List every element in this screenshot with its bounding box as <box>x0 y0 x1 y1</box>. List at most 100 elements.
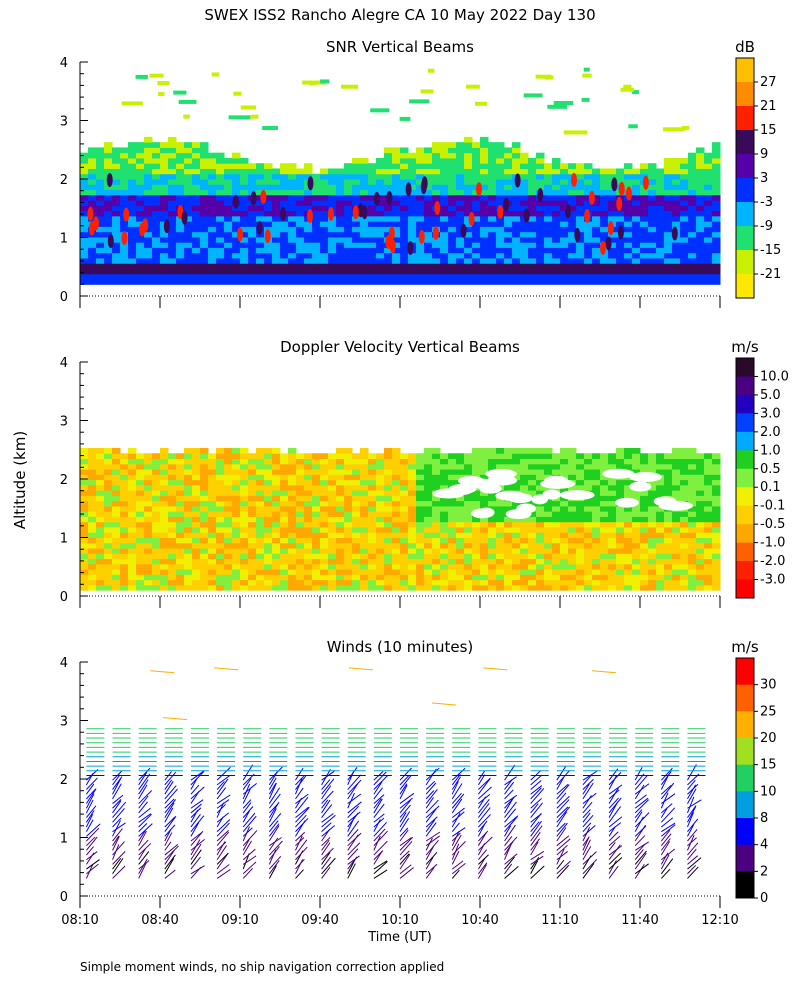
snr-cell <box>368 252 377 259</box>
velocity-cell <box>312 490 321 496</box>
velocity-cell <box>632 532 641 538</box>
velocity-cell <box>288 542 297 549</box>
velocity-cell <box>664 458 673 465</box>
velocity-cell <box>168 558 177 565</box>
snr-cell <box>544 184 553 191</box>
velocity-cell <box>80 574 89 581</box>
snr-cell <box>88 263 97 270</box>
velocity-cell <box>408 505 417 512</box>
snr-cell <box>120 247 129 254</box>
snr-cell <box>592 189 601 196</box>
velocity-cell <box>592 526 601 533</box>
wind-barb <box>138 779 149 795</box>
snr-cell <box>664 210 673 217</box>
velocity-cell <box>688 474 697 481</box>
velocity-cell <box>216 479 225 486</box>
colorbar-swatch <box>736 394 754 414</box>
velocity-cell <box>432 526 441 533</box>
velocity-cell <box>416 574 425 581</box>
snr-cell <box>528 247 537 254</box>
snr-cell <box>592 231 601 238</box>
snr-peak <box>87 206 94 221</box>
snr-cell <box>568 163 577 169</box>
velocity-cell <box>488 553 497 560</box>
velocity-cell <box>384 463 393 470</box>
wind-barb <box>216 853 229 870</box>
wind-barb <box>556 838 571 851</box>
wind-barb <box>373 840 388 856</box>
snr-cell <box>120 152 129 159</box>
snr-cell <box>576 236 585 243</box>
velocity-cell <box>528 569 537 575</box>
wind-barb <box>373 817 385 828</box>
wind-barb <box>190 786 205 800</box>
velocity-cell <box>416 569 425 575</box>
snr-cell <box>184 142 193 148</box>
velocity-cell <box>608 553 617 560</box>
snr-cell <box>216 221 225 227</box>
snr-cell <box>440 221 449 227</box>
velocity-cell <box>152 474 161 481</box>
snr-cell <box>384 231 393 238</box>
velocity-cell <box>616 490 625 496</box>
colorbar-frame <box>735 357 755 599</box>
velocity-cell <box>480 521 489 528</box>
wind-barb <box>295 814 307 828</box>
velocity-cell <box>80 495 89 502</box>
snr-cell <box>288 257 297 264</box>
velocity-cell <box>560 526 569 533</box>
snr-cell <box>712 179 721 185</box>
velocity-cell <box>168 495 177 502</box>
snr-cell <box>512 226 521 233</box>
snr-cell <box>344 252 353 259</box>
snr-cell <box>272 242 281 248</box>
snr-cell <box>392 152 401 159</box>
velocity-cell <box>152 579 161 586</box>
velocity-cell <box>136 495 145 502</box>
snr-cell <box>88 200 97 206</box>
velocity-cell <box>528 511 537 517</box>
velocity-cell <box>400 558 409 565</box>
velocity-cell <box>600 584 609 591</box>
snr-cell <box>216 236 225 243</box>
velocity-cell <box>336 484 345 491</box>
velocity-cell <box>192 469 201 475</box>
doppler-colorbar-unit: m/s <box>731 338 759 356</box>
wind-barb <box>556 822 566 833</box>
snr-cell <box>624 257 633 264</box>
velocity-cell <box>120 453 129 460</box>
snr-cell <box>408 257 417 264</box>
snr-cell <box>160 273 169 280</box>
velocity-cell <box>400 526 409 533</box>
velocity-cell <box>696 548 705 554</box>
velocity-cell <box>424 553 433 560</box>
velocity-cell <box>296 584 305 591</box>
snr-cell <box>296 215 305 222</box>
snr-cell <box>176 179 185 185</box>
velocity-cell <box>600 516 609 523</box>
velocity-cell <box>224 463 233 470</box>
snr-peak <box>106 173 113 188</box>
velocity-cell <box>392 579 401 586</box>
velocity-cell <box>112 505 121 512</box>
snr-cell <box>512 200 521 206</box>
velocity-cell <box>256 479 265 486</box>
snr-cell <box>344 273 353 280</box>
wind-barb <box>86 851 98 861</box>
velocity-cell <box>480 532 489 538</box>
wind-barb <box>504 836 513 847</box>
snr-cell <box>440 215 449 222</box>
snr-cell <box>184 268 193 275</box>
velocity-cell <box>456 563 465 570</box>
velocity-cell <box>608 490 617 496</box>
velocity-cell <box>568 463 577 470</box>
snr-cell <box>320 236 329 243</box>
wind-barb <box>164 779 173 790</box>
velocity-cell <box>120 579 129 586</box>
velocity-cell <box>448 500 457 507</box>
snr-cell <box>280 279 289 285</box>
velocity-cell <box>384 548 393 554</box>
snr-cell <box>256 263 265 270</box>
velocity-cell <box>392 479 401 486</box>
